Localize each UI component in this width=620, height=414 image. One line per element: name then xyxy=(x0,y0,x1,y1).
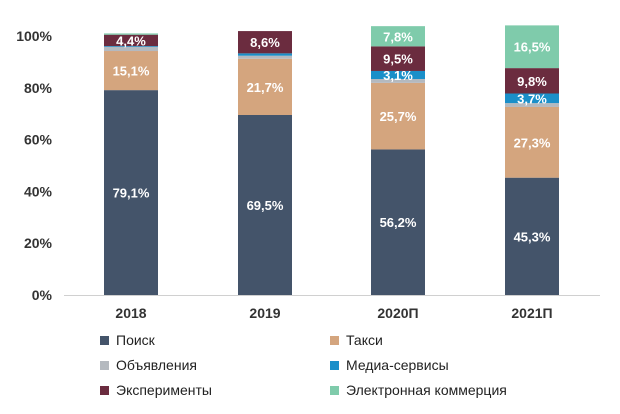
legend-item: Объявления xyxy=(100,357,197,373)
data-label: 9,5% xyxy=(383,52,413,67)
legend-swatch xyxy=(330,385,339,395)
bar-segment xyxy=(104,33,158,35)
bar-segment xyxy=(104,34,158,47)
data-label: 25,7% xyxy=(380,109,417,124)
y-tick-label: 0% xyxy=(32,287,53,303)
legend-swatch xyxy=(330,360,339,370)
bar-segment xyxy=(371,70,425,79)
x-tick-label: 2020П xyxy=(377,305,418,321)
legend-item: Медиа-сервисы xyxy=(330,357,449,373)
data-label: 4,4% xyxy=(116,33,146,48)
legend-item: Поиск xyxy=(100,332,155,348)
x-tick-label: 2019 xyxy=(249,305,280,321)
data-label: 79,1% xyxy=(113,186,150,201)
bar-segment xyxy=(505,177,559,295)
data-label: 27,3% xyxy=(514,135,551,150)
bar-segment xyxy=(238,31,292,54)
bar-stack: 79,1% 15,1% 4,4% xyxy=(104,33,158,295)
bar-segment xyxy=(104,51,158,91)
legend-swatch xyxy=(100,335,109,345)
legend-swatch xyxy=(100,385,109,395)
bar-segment xyxy=(371,82,425,150)
y-axis: 0% 20% 40% 60% 80% 100% xyxy=(16,28,52,303)
data-label: 21,7% xyxy=(247,80,284,95)
data-label: 8,6% xyxy=(250,35,280,50)
bar-segment xyxy=(104,46,158,52)
bar-segment xyxy=(371,149,425,295)
legend-swatch xyxy=(330,335,339,345)
data-label: 3,1% xyxy=(383,68,413,83)
x-tick-label: 2018 xyxy=(115,305,146,321)
bar-segment xyxy=(371,46,425,71)
data-label: 3,7% xyxy=(517,91,547,106)
data-label: 16,5% xyxy=(514,40,551,55)
bar-segment xyxy=(104,46,158,47)
bar-segment xyxy=(505,93,559,104)
bar-stack: 56,2% 25,7% 3,1%9,5% 7,8% xyxy=(371,26,425,295)
data-label: 7,8% xyxy=(383,29,413,44)
legend-item: Эксперименты xyxy=(100,382,212,398)
legend-label: Эксперименты xyxy=(116,382,212,398)
data-label: 45,3% xyxy=(514,229,551,244)
legend-label: Объявления xyxy=(116,357,197,373)
bar-segment xyxy=(505,103,559,107)
x-axis: 2018 2019 2020П 2021П xyxy=(64,295,600,321)
legend-label: Медиа-сервисы xyxy=(346,357,449,373)
bar-segment xyxy=(505,68,559,94)
legend-label: Такси xyxy=(346,332,383,348)
bar-segment xyxy=(104,90,158,295)
bar-segment xyxy=(238,53,292,56)
bar-stack: 45,3% 27,3% 3,7% 9,8% 16,5% xyxy=(505,25,559,295)
legend-item: Электронная коммерция xyxy=(330,382,507,398)
data-label: 9,8% xyxy=(517,74,547,89)
bar-segment xyxy=(505,106,559,178)
bars: 79,1% 15,1% 4,4% 69,5% 21,7% 8,6% 56,2% 25,7% 3,… xyxy=(104,25,559,296)
bar-segment xyxy=(505,25,559,69)
bar-segment xyxy=(371,26,425,47)
bar-segment xyxy=(238,55,292,59)
legend-item: Такси xyxy=(330,332,383,348)
bar-stack: 69,5% 21,7% 8,6% xyxy=(238,31,292,296)
y-tick-label: 100% xyxy=(16,28,52,44)
x-tick-label: 2021П xyxy=(511,305,552,321)
y-tick-label: 60% xyxy=(24,132,53,148)
data-label: 15,1% xyxy=(113,64,150,79)
y-tick-label: 40% xyxy=(24,183,53,199)
y-tick-label: 80% xyxy=(24,80,53,96)
data-label: 69,5% xyxy=(247,198,284,213)
legend-swatch xyxy=(100,360,109,370)
bar-segment xyxy=(238,114,292,296)
y-tick-label: 20% xyxy=(24,235,53,251)
bar-segment xyxy=(371,78,425,83)
legend-label: Поиск xyxy=(116,332,155,348)
legend-label: Электронная коммерция xyxy=(346,382,507,398)
data-label: 56,2% xyxy=(380,215,417,230)
bar-segment xyxy=(238,58,292,115)
